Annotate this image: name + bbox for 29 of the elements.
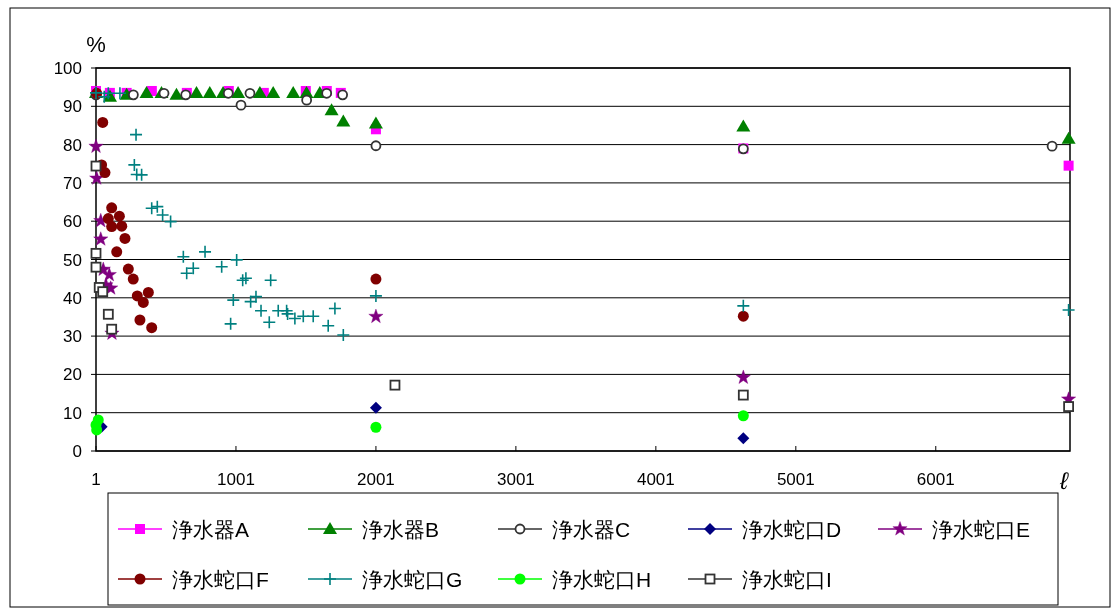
legend-label: 浄水器B — [362, 518, 440, 541]
y-tick-label: 30 — [63, 327, 82, 347]
y-tick-label: 20 — [63, 365, 82, 385]
y-tick-label: 40 — [63, 288, 82, 308]
x-tick-label: 1 — [91, 470, 101, 489]
x-tick-label: 2001 — [357, 470, 395, 489]
legend-label: 浄水器A — [172, 518, 250, 541]
y-tick-label: 80 — [63, 135, 82, 155]
x-tick-label: 5001 — [776, 470, 815, 489]
y-tick-label: 100 — [53, 59, 82, 78]
y-tick-label: 60 — [63, 212, 82, 232]
y-tick-label: 90 — [63, 97, 82, 117]
y-tick-label: 50 — [63, 250, 82, 270]
x-tick-label: 6001 — [916, 470, 955, 489]
x-tick-label: 1001 — [217, 470, 255, 489]
legend-label: 浄水器C — [552, 518, 631, 541]
legend-label: 浄水蛇口E — [932, 518, 1031, 541]
y-tick-label: 10 — [63, 403, 82, 423]
y-tick-label: 70 — [63, 173, 82, 193]
x-tick-label: 4001 — [636, 470, 675, 489]
legend-label: 浄水蛇口G — [362, 568, 463, 591]
legend-label: 浄水蛇口D — [742, 518, 842, 541]
legend-label: 浄水蛇口I — [742, 568, 832, 591]
x-tick-label: 3001 — [496, 470, 535, 489]
x-axis-title: ℓ — [1059, 467, 1070, 494]
legend-label: 浄水蛇口F — [172, 568, 269, 591]
y-tick-label: 0 — [72, 442, 82, 461]
y-axis-title: % — [86, 32, 106, 57]
legend-label: 浄水蛇口H — [552, 568, 652, 591]
